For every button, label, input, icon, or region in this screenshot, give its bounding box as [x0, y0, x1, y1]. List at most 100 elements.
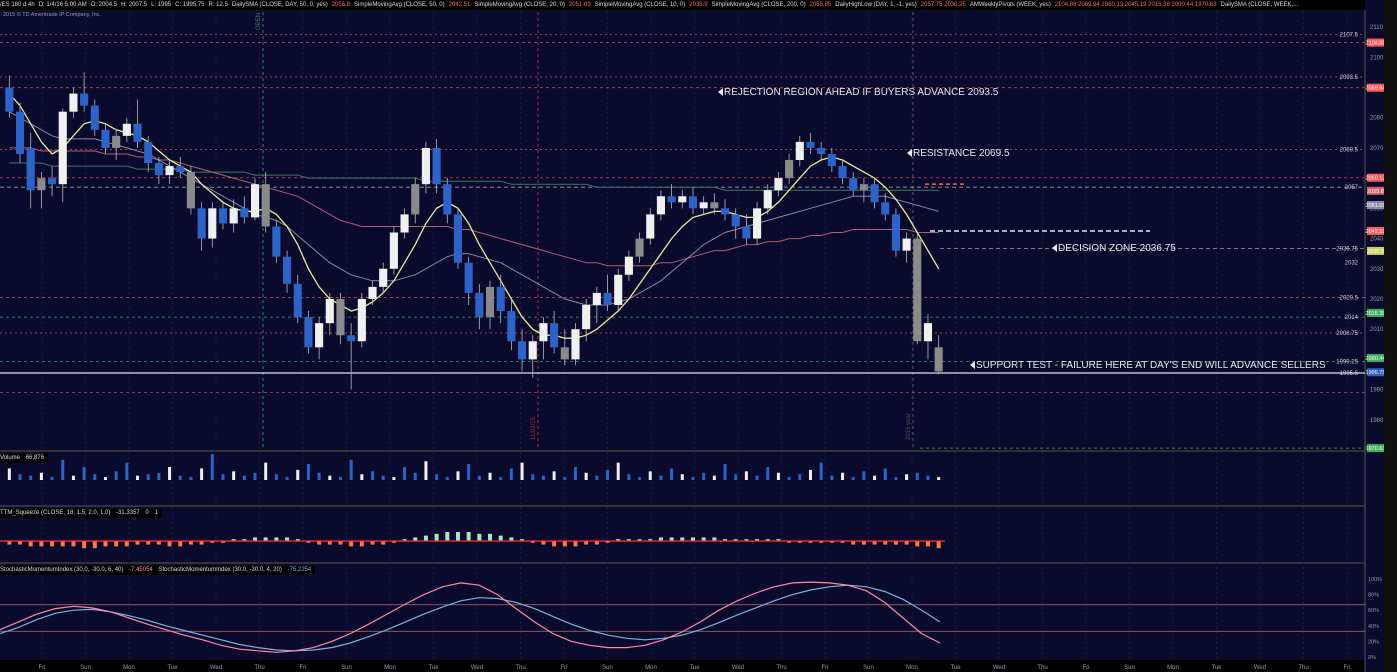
squeeze-bar [648, 539, 653, 541]
header-item-label: SimpleMovingAvg (CLOSE, 50, 0) [354, 2, 445, 8]
squeeze-bar [274, 537, 279, 541]
candle-body [261, 184, 270, 227]
squeeze-bar [755, 539, 760, 541]
squeeze-bar [156, 541, 161, 545]
squeeze-bar [669, 537, 674, 541]
candle-body [731, 214, 740, 227]
candle-body [817, 147, 826, 154]
header-item-label: SimpleMovingAvg (CLOSE, 10, 0) [594, 2, 686, 8]
x-tick-label: Wed [210, 665, 222, 671]
volume-bar [189, 477, 193, 480]
pane-divider [0, 450, 1365, 452]
squeeze-bar [285, 537, 290, 541]
squeeze-bar [295, 539, 300, 541]
right-scrollbar[interactable] [1384, 0, 1397, 672]
x-tick-label: Wed [1254, 665, 1266, 671]
x-tick-label: Mon [645, 665, 657, 671]
squeeze-bar [327, 541, 332, 545]
volume-bar [114, 471, 118, 480]
volume-bar [584, 472, 588, 480]
candle-body [315, 323, 324, 348]
candle-body [197, 208, 206, 239]
volume-bar [232, 471, 236, 480]
candle-body [293, 283, 302, 318]
volume-bar [285, 477, 289, 480]
volume-bar [328, 475, 332, 480]
squeeze-bar [242, 539, 247, 541]
copyright-text: 2015 © TD Ameritrade IP Company, Inc. [3, 12, 101, 18]
candle-body [592, 292, 601, 306]
header-item-value: 2104.88 2089.94 2060.13 2045.19 2015.38 … [1054, 2, 1217, 8]
squeeze-bar [114, 541, 119, 547]
x-tick-label: Tue [689, 665, 700, 671]
volume-bar [168, 467, 172, 480]
volume-bar [210, 454, 214, 480]
squeeze-bar [359, 541, 364, 547]
x-tick-label: Wed [471, 665, 483, 671]
candle-body [80, 93, 89, 106]
candle-body [763, 190, 772, 209]
volume-bar [808, 469, 812, 480]
volume-bar [830, 475, 834, 480]
smi-fast-line [0, 581, 941, 653]
volume-bar [541, 475, 545, 480]
volume-bar [338, 477, 342, 480]
volume-bar [520, 462, 524, 480]
candle-body [304, 317, 313, 348]
volume-bar [819, 462, 823, 480]
squeeze-bar [530, 541, 535, 543]
x-tick-label: Sun [863, 665, 874, 671]
squeeze-bar [637, 539, 642, 541]
volume-bar [509, 468, 513, 480]
squeeze-bar [381, 541, 386, 545]
x-tick-label: Fri [561, 665, 568, 671]
squeeze-bar [199, 541, 204, 545]
y-tick-label: 2080 [1370, 116, 1384, 122]
squeeze-bar [819, 541, 824, 543]
smi-tick-label: 0% [1368, 655, 1376, 661]
squeeze-bar [893, 541, 898, 545]
squeeze-bar [723, 539, 728, 541]
volume-bar [253, 472, 257, 480]
axis-price-tag [1367, 38, 1384, 47]
volume-bar [702, 472, 706, 480]
candle-body [336, 298, 345, 336]
candle-body [923, 323, 933, 342]
x-tick-label: Mon [1167, 665, 1179, 671]
squeeze-bar [306, 541, 311, 543]
smi-value-2: -75.2254 [287, 567, 312, 573]
squeeze-bar [744, 539, 749, 541]
volume-bar [862, 471, 866, 480]
header-item-label: R: 12.5 [208, 2, 228, 8]
header-item-label: DailySMA (CLOSE, DAY, 50, 0, yes) [231, 2, 328, 8]
squeeze-bar [552, 541, 557, 547]
y-tick-label: 2110 [1370, 25, 1384, 31]
candle-body [881, 202, 890, 215]
squeeze-bar [92, 541, 97, 549]
volume-bar [595, 475, 599, 480]
volume-bar [200, 468, 204, 480]
squeeze-bar [658, 537, 663, 541]
squeeze-name: TTM_Squeeze (CLOSE, 18, 1.5, 2.0, 1.0) [0, 510, 111, 516]
volume-bar [937, 477, 941, 480]
price-level-label: 2032 [1345, 261, 1359, 267]
price-level-label: 2014 [1345, 315, 1359, 321]
squeeze-bar [690, 537, 695, 541]
price-level-label: 2093.5 [1340, 75, 1359, 81]
candle-body [389, 232, 398, 269]
volume-pane-label: Volume 66,876 [0, 454, 49, 463]
candle-body [58, 111, 67, 185]
y-tick-label: 2070 [1370, 146, 1384, 152]
axis-price-tag [1367, 246, 1384, 255]
x-tick-label: Thu [1298, 665, 1308, 671]
squeeze-bar [776, 539, 781, 541]
volume-bar [488, 472, 492, 480]
volume-bar [392, 477, 396, 480]
session-marker-label: OPEN [256, 13, 262, 30]
candle-body [753, 208, 762, 239]
x-tick-label: Tue [950, 665, 961, 671]
volume-name: Volume [0, 455, 21, 461]
volume-bar [499, 477, 503, 480]
y-tick-label: 2100 [1370, 55, 1384, 61]
